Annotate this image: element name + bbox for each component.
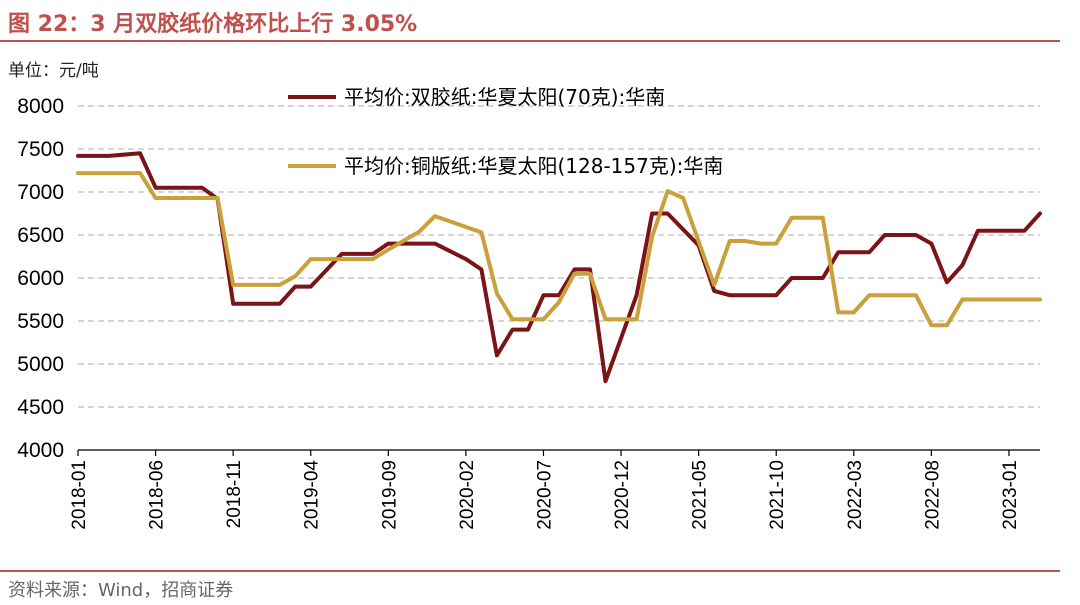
x-tick-label: 2018-01 <box>69 460 90 530</box>
y-axis: 8000 7500 7000 6500 6000 5500 5000 4500 4000 <box>17 95 64 462</box>
legend-label-2: 平均价:铜版纸:华夏太阳(128-157克):华南 <box>344 154 723 178</box>
footer-rule <box>0 570 1060 572</box>
y-tick-label: 8000 <box>17 95 64 118</box>
series-lines <box>76 151 1042 384</box>
line-chart: 8000 7500 7000 6500 6000 5500 5000 4500 4000 201… <box>17 85 1042 530</box>
source-label: 资料来源：Wind，招商证券 <box>8 580 234 601</box>
y-tick-label: 7500 <box>17 138 64 161</box>
series-line-1 <box>76 151 1042 384</box>
y-tick-label: 5000 <box>17 353 64 376</box>
x-tick-label: 2019-04 <box>302 460 323 530</box>
x-axis: 2018-01 2018-06 2018-11 2019-04 2019-09 2020-… <box>69 449 1040 530</box>
x-tick-label: 2022-03 <box>845 460 866 530</box>
figure-title: 图 22：3 月双胶纸价格环比上行 3.05% <box>8 12 418 37</box>
x-tick-label: 2019-09 <box>379 460 400 530</box>
x-tick-label: 2020-12 <box>612 460 633 530</box>
y-tick-label: 7000 <box>17 181 64 204</box>
gridlines <box>78 105 1040 408</box>
y-tick-label: 4000 <box>17 439 64 462</box>
series-line-2 <box>76 171 1042 328</box>
title-rule <box>0 40 1060 42</box>
x-tick-label: 2022-08 <box>922 460 943 530</box>
y-tick-label: 4500 <box>17 396 64 419</box>
x-tick-label: 2020-07 <box>534 460 555 530</box>
y-tick-label: 6000 <box>17 267 64 290</box>
x-tick-label: 2018-06 <box>147 460 168 530</box>
x-tick-label: 2023-01 <box>1000 460 1021 530</box>
y-tick-label: 6500 <box>17 224 64 247</box>
x-tick-label: 2018-11 <box>224 460 245 528</box>
legend: 平均价:双胶纸:华夏太阳(70克):华南平均价:铜版纸:华夏太阳(128-157… <box>288 85 723 178</box>
x-tick-label: 2021-10 <box>767 460 788 530</box>
x-tick-label: 2020-02 <box>457 460 478 530</box>
y-tick-label: 5500 <box>17 310 64 333</box>
legend-label-1: 平均价:双胶纸:华夏太阳(70克):华南 <box>344 85 665 109</box>
unit-label: 单位：元/吨 <box>8 61 99 81</box>
x-tick-label: 2021-05 <box>690 460 711 530</box>
